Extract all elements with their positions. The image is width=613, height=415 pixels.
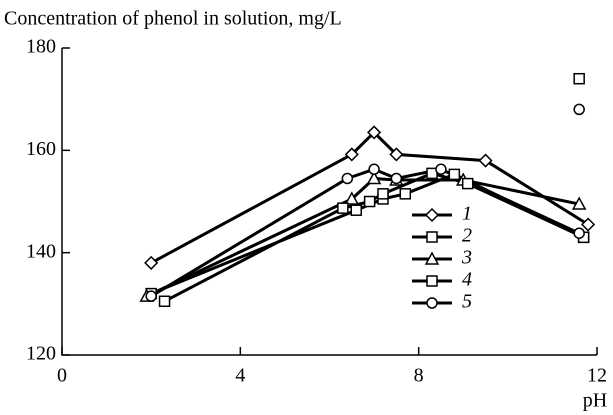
marker bbox=[581, 217, 596, 232]
legend-label: 1 bbox=[462, 203, 472, 225]
legend-marker bbox=[426, 275, 438, 287]
x-tick-label: 0 bbox=[57, 365, 67, 387]
marker bbox=[363, 195, 376, 208]
marker bbox=[368, 163, 380, 176]
marker bbox=[158, 295, 171, 308]
legend-label: 4 bbox=[462, 269, 472, 291]
marker bbox=[350, 204, 362, 216]
marker bbox=[448, 168, 461, 181]
legend-marker bbox=[426, 297, 438, 309]
axes bbox=[61, 48, 597, 356]
legend-label: 5 bbox=[462, 291, 472, 313]
marker bbox=[571, 196, 587, 210]
marker bbox=[144, 255, 159, 270]
x-tick-label: 8 bbox=[414, 365, 424, 387]
y-tick-label: 140 bbox=[26, 240, 56, 262]
marker bbox=[399, 188, 412, 200]
marker bbox=[573, 72, 585, 85]
marker bbox=[390, 172, 403, 185]
y-tick-label: 120 bbox=[26, 343, 56, 365]
y-axis-title: Concentration of phenol in solution, mg/… bbox=[4, 8, 342, 30]
marker bbox=[377, 188, 389, 200]
marker bbox=[344, 191, 360, 205]
series-line bbox=[150, 130, 589, 265]
marker bbox=[573, 103, 585, 116]
marker bbox=[435, 163, 447, 176]
y-tick-label: 180 bbox=[26, 36, 56, 58]
legend-label: 3 bbox=[461, 247, 472, 269]
marker bbox=[461, 177, 474, 190]
legend-label: 2 bbox=[462, 225, 472, 247]
marker bbox=[366, 170, 382, 185]
marker bbox=[367, 125, 382, 140]
x-tick-label: 12 bbox=[587, 365, 607, 387]
legend-marker bbox=[426, 231, 438, 243]
x-axis-title: pH bbox=[583, 390, 607, 412]
marker bbox=[389, 147, 404, 162]
marker bbox=[145, 290, 157, 302]
x-tick-label: 4 bbox=[235, 365, 245, 387]
series-line bbox=[146, 176, 580, 298]
marker bbox=[478, 153, 493, 168]
legend-marker bbox=[424, 207, 440, 223]
legend-marker bbox=[424, 251, 440, 265]
marker bbox=[344, 147, 359, 162]
marker bbox=[341, 172, 354, 185]
marker bbox=[573, 227, 585, 239]
y-tick-label: 160 bbox=[26, 138, 56, 160]
marker bbox=[337, 202, 349, 214]
